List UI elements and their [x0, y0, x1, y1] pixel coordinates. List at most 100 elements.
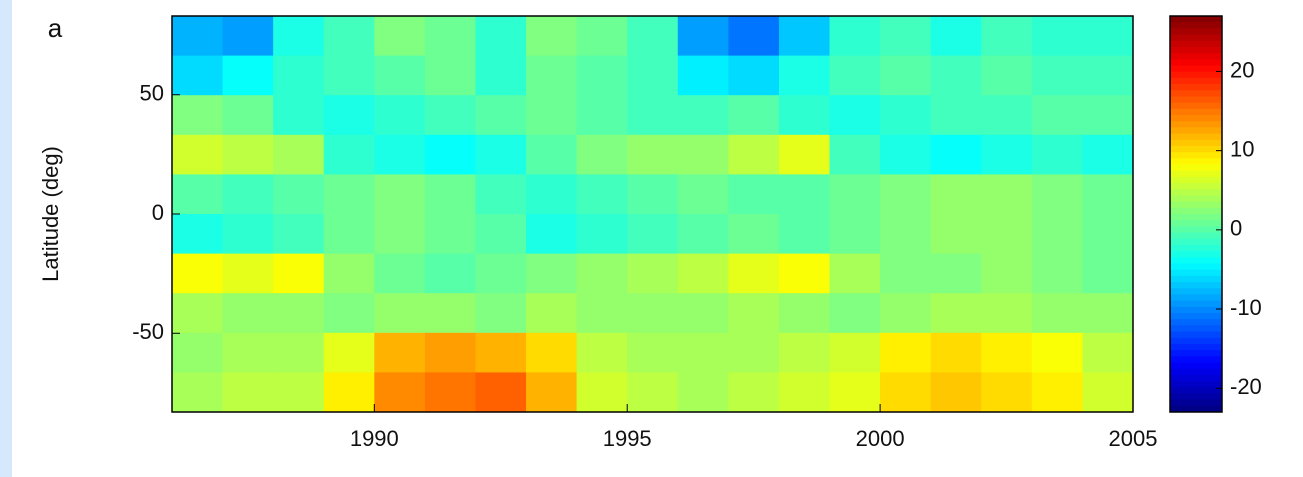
heatmap-cell	[627, 55, 679, 96]
heatmap-cell	[323, 214, 375, 255]
heatmap-cell	[526, 174, 578, 215]
heatmap-cell	[880, 16, 932, 57]
heatmap-cell	[222, 214, 274, 255]
heatmap-cell	[930, 293, 982, 334]
heatmap-cell	[880, 253, 932, 294]
heatmap-cell	[627, 253, 679, 294]
colorbar-segment	[1170, 393, 1222, 401]
heatmap-cell	[880, 332, 932, 373]
heatmap-cell	[323, 16, 375, 57]
heatmap-cell	[728, 174, 780, 215]
colorbar-segment	[1170, 350, 1222, 357]
heatmap-cell	[222, 95, 274, 136]
heatmap-cell	[1031, 293, 1083, 334]
colorbar-segment	[1170, 183, 1222, 190]
heatmap-cell	[526, 134, 578, 175]
heatmap-cell	[576, 55, 628, 96]
heatmap-cell	[778, 55, 831, 96]
heatmap-cell	[1082, 174, 1134, 215]
heatmap-cell	[677, 16, 729, 57]
colorbar-segment	[1170, 59, 1222, 66]
heatmap-cell	[576, 16, 628, 57]
colorbar-segment	[1170, 343, 1222, 351]
heatmap-cell	[424, 214, 476, 255]
heatmap-cell	[424, 95, 476, 136]
heatmap-cell	[1031, 174, 1083, 215]
heatmap-cell	[981, 214, 1033, 255]
heatmap-cell	[677, 214, 729, 255]
heatmap-cell	[778, 134, 831, 175]
heatmap-cell	[778, 372, 831, 413]
heatmap-cell	[222, 16, 274, 57]
heatmap-cell	[677, 55, 729, 96]
heatmap-cell	[829, 372, 881, 413]
colorbar-segment	[1170, 374, 1222, 382]
heatmap-cell	[829, 55, 881, 96]
heatmap-cell	[627, 214, 679, 255]
page-border	[0, 0, 12, 477]
heatmap-cell	[1031, 372, 1083, 413]
panel-label: a	[48, 13, 63, 43]
heatmap-cell	[526, 293, 578, 334]
heatmap-cell	[930, 332, 982, 373]
heatmap-cell	[273, 293, 325, 334]
colorbar-segment	[1170, 65, 1222, 73]
colorbar-segment	[1170, 368, 1222, 376]
heatmap-cell	[981, 174, 1033, 215]
heatmap-cell	[323, 372, 375, 413]
heatmap-cell	[728, 55, 780, 96]
heatmap-cell	[222, 55, 274, 96]
heatmap-cell	[880, 214, 932, 255]
colorbar-segment	[1170, 306, 1222, 314]
heatmap-cell	[222, 174, 274, 215]
heatmap-cell	[1031, 134, 1083, 175]
heatmap-cell	[677, 372, 729, 413]
colorbar-segment	[1170, 84, 1222, 91]
heatmap-cell	[627, 332, 679, 373]
heatmap-cell	[1031, 332, 1083, 373]
heatmap-cell	[475, 214, 527, 255]
heatmap-cell	[880, 134, 932, 175]
heatmap-cell	[728, 332, 780, 373]
heatmap-cell	[930, 214, 982, 255]
heatmap-cell	[829, 16, 881, 57]
colorbar-segment	[1170, 139, 1222, 147]
colorbar-segment	[1170, 300, 1222, 308]
heatmap-cell	[1082, 16, 1134, 57]
heatmap-cell	[880, 55, 932, 96]
heatmap-cell	[576, 293, 628, 334]
heatmap-cell	[981, 55, 1033, 96]
heatmap-cell	[172, 253, 224, 294]
colorbar-segment	[1170, 244, 1222, 252]
heatmap-cell	[1082, 134, 1134, 175]
heatmap-cell	[981, 134, 1033, 175]
x-tick-label: 1990	[350, 426, 399, 451]
colorbar-segment	[1170, 77, 1222, 85]
heatmap-cell	[627, 16, 679, 57]
colorbar-segment	[1170, 325, 1222, 333]
heatmap-cell	[930, 55, 982, 96]
heatmap-cell	[323, 293, 375, 334]
heatmap-cell	[475, 55, 527, 96]
heatmap-cell	[728, 253, 780, 294]
heatmap-cell	[273, 253, 325, 294]
colorbar-segment	[1170, 145, 1222, 153]
colorbar-segment	[1170, 195, 1222, 203]
heatmap-cell	[930, 174, 982, 215]
heatmap-cell	[778, 253, 831, 294]
heatmap-cell	[323, 95, 375, 136]
heatmap-cell	[778, 332, 831, 373]
heatmap-cell	[526, 332, 578, 373]
heatmap-cell	[627, 293, 679, 334]
colorbar-segment	[1170, 251, 1222, 258]
colorbar-segment	[1170, 220, 1222, 227]
heatmap-cell	[677, 134, 729, 175]
heatmap-cell	[475, 293, 527, 334]
heatmap-cell	[627, 174, 679, 215]
heatmap-cell	[627, 134, 679, 175]
heatmap-cell	[475, 372, 527, 413]
heatmap-cell	[374, 293, 426, 334]
heatmap-cell	[374, 214, 426, 255]
heatmap-cell	[829, 253, 881, 294]
colorbar-segment	[1170, 115, 1222, 122]
